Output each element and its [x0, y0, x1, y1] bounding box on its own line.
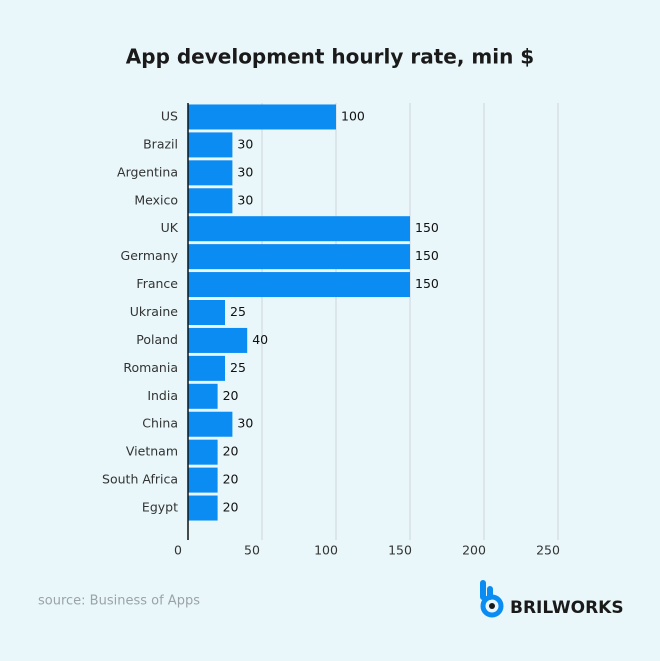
value-label: 20	[223, 444, 239, 459]
y-tick-label: Mexico	[134, 192, 178, 207]
y-tick-label: Ukraine	[130, 304, 179, 319]
bar	[188, 327, 248, 353]
logo-bar	[480, 580, 486, 600]
y-tick-label: South Africa	[102, 472, 178, 487]
x-tick-label: 0	[174, 543, 182, 558]
value-label: 40	[252, 332, 268, 347]
bar	[188, 383, 218, 409]
value-label: 150	[415, 220, 439, 235]
bar	[188, 188, 233, 214]
bar	[188, 160, 233, 186]
value-label: 30	[237, 192, 253, 207]
y-tick-label: Romania	[123, 360, 178, 375]
y-tick-label: Poland	[136, 332, 178, 347]
y-tick-label: Germany	[121, 248, 179, 263]
brand-logo	[480, 580, 504, 618]
bar	[188, 300, 225, 325]
brand-name: BRILWORKS	[510, 598, 624, 618]
bar	[188, 132, 233, 158]
logo-ring	[480, 594, 504, 618]
chart-title: App development hourly rate, min $	[126, 45, 534, 69]
value-label: 30	[237, 164, 253, 179]
bar	[188, 439, 218, 465]
bar	[188, 272, 410, 298]
y-tick-label: Vietnam	[126, 444, 178, 459]
bar	[188, 355, 225, 381]
y-tick-label: Argentina	[117, 164, 178, 179]
bar	[188, 216, 410, 242]
bar	[188, 244, 410, 270]
value-label: 150	[415, 276, 439, 291]
value-label: 20	[223, 500, 239, 515]
value-label: 25	[230, 360, 246, 375]
x-tick-label: 100	[314, 543, 338, 558]
y-tick-label: Egypt	[142, 500, 178, 515]
value-label: 20	[223, 472, 239, 487]
value-label: 100	[341, 108, 365, 123]
y-tick-label: Brazil	[143, 136, 178, 151]
x-tick-label: 150	[388, 543, 412, 558]
value-label: 30	[237, 416, 253, 431]
bar	[188, 411, 233, 437]
x-tick-label: 200	[462, 543, 486, 558]
y-tick-label: UK	[161, 220, 179, 235]
y-tick-label: India	[147, 388, 178, 403]
value-label: 20	[223, 388, 239, 403]
value-label: 25	[230, 304, 246, 319]
value-label: 30	[237, 136, 253, 151]
logo-dot	[489, 603, 495, 609]
source-note: source: Business of Apps	[38, 594, 200, 609]
y-tick-label: US	[161, 108, 178, 123]
bar	[188, 104, 336, 130]
value-label: 150	[415, 248, 439, 263]
x-tick-label: 250	[536, 543, 560, 558]
y-tick-label: France	[136, 276, 178, 291]
bar	[188, 495, 218, 521]
y-tick-label: China	[142, 416, 178, 431]
bar	[188, 467, 218, 493]
x-tick-label: 50	[244, 543, 260, 558]
